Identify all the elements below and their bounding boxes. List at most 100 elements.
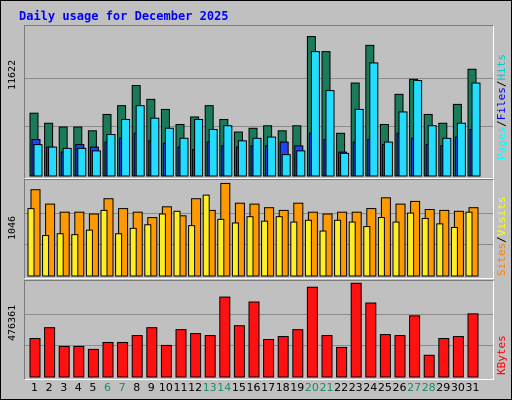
pages-bar [471, 82, 481, 177]
kbytes-label: KBytes [495, 281, 509, 377]
legend-sep-3: / [495, 236, 508, 243]
sites-bar [334, 219, 342, 277]
day-axis: 1 2 3 4 5 6 7 8 9 10 11 12 13 14 15 16 17 18 19 20 21 22 23 24 2… [24, 381, 492, 395]
hits-ymax-text: 11622 [7, 59, 18, 90]
day-label: 1 [31, 381, 38, 394]
kbytes-bar [248, 301, 260, 378]
sites-bar [246, 216, 254, 277]
kbytes-bar [409, 315, 421, 378]
visits-ymax-label: 1046 [7, 180, 21, 240]
kbytes-bar [321, 335, 333, 378]
sites-bar [129, 227, 137, 277]
day-label: 19 [290, 381, 305, 394]
kbytes-bar [306, 286, 318, 378]
pages-bar [121, 118, 131, 177]
sites-bar [217, 218, 225, 277]
pages-bar [223, 125, 233, 177]
day-label: 10 [158, 381, 173, 394]
sites-bar [436, 223, 444, 277]
kbytes-bar [204, 335, 216, 378]
day-label: 11 [173, 381, 188, 394]
day-label: 5 [89, 381, 97, 394]
sites-bar [304, 219, 312, 277]
kbytes-bar [117, 341, 129, 378]
visits-sites-chart [25, 182, 493, 277]
pages-bar [354, 108, 364, 177]
day-label: 14 [217, 381, 232, 394]
kbytes-bar [87, 348, 99, 378]
pages-bar [340, 152, 350, 177]
sites-bar [465, 211, 473, 277]
sites-bar [27, 208, 35, 277]
kbytes-bar [44, 327, 56, 378]
kbytes-bar [467, 313, 479, 378]
day-label: 23 [348, 381, 363, 394]
kbytes-chart [25, 282, 493, 378]
hits-files-pages-chart [25, 36, 493, 177]
sites-bar [188, 225, 196, 277]
kbytes-bar [233, 325, 245, 378]
day-label: 24 [363, 381, 378, 394]
sites-bar [202, 194, 210, 277]
kbytes-bar [263, 339, 275, 378]
kbytes-bar [29, 338, 41, 378]
sites-bar [144, 224, 152, 277]
day-label: 30 [450, 381, 465, 394]
pages-bar [77, 147, 87, 177]
pages-bar [48, 146, 58, 177]
kbytes-legend-label: KBytes [495, 335, 508, 375]
day-label: 31 [465, 381, 480, 394]
pages-bar [164, 127, 174, 177]
kbytes-bar [175, 329, 187, 378]
sites-bar [85, 229, 93, 277]
pages-bar [252, 137, 262, 177]
kbytes-bar [336, 346, 348, 378]
pages-bar [106, 134, 116, 177]
kbytes-bar [452, 336, 464, 378]
legend-sep-2: / [495, 80, 508, 88]
sites-bar [71, 234, 79, 277]
sites-bar [348, 221, 356, 277]
visits-legend-label: Visits [495, 196, 508, 237]
kbytes-bar [277, 336, 289, 378]
day-label: 8 [133, 381, 141, 394]
day-label: 17 [261, 381, 276, 394]
sites-bar [450, 226, 458, 277]
kbytes-bar [379, 334, 391, 378]
kbytes-bar [190, 333, 202, 378]
pages-bar [237, 140, 247, 177]
pages-bar [91, 150, 101, 177]
pages-bar [281, 154, 291, 177]
day-label: 16 [246, 381, 261, 394]
sites-bar [377, 217, 385, 277]
sites-bar [363, 226, 371, 277]
sites-bar [173, 210, 181, 277]
day-label: 7 [118, 381, 126, 394]
pages-bar [267, 136, 277, 177]
sites-visits-label: Sites/Visits [495, 180, 509, 277]
day-label: 9 [147, 381, 155, 394]
pages-bar [135, 105, 145, 177]
day-label: 27 [407, 381, 422, 394]
sites-bar [290, 221, 298, 277]
day-label: 26 [392, 381, 407, 394]
kbytes-bar [394, 335, 406, 378]
kbytes-bar [219, 296, 231, 378]
pages-bar [456, 122, 466, 177]
pages-bar [398, 111, 408, 177]
pages-bar [33, 144, 43, 177]
kbytes-ymax-label: 476361 [7, 281, 21, 341]
sites-legend-label: Sites [495, 242, 508, 276]
legend-sep-1: / [495, 120, 508, 127]
sites-bar [100, 209, 108, 277]
chart-title: Daily usage for December 2025 [19, 9, 229, 23]
kbytes-bar [146, 327, 158, 378]
hits-ymax-label: 11622 [7, 30, 21, 90]
day-label: 22 [334, 381, 349, 394]
sites-bar [421, 217, 429, 277]
day-label: 12 [188, 381, 203, 394]
day-label: 29 [436, 381, 451, 394]
sites-bar [42, 235, 50, 277]
kbytes-bar [102, 341, 114, 378]
day-label: 20 [304, 381, 319, 394]
